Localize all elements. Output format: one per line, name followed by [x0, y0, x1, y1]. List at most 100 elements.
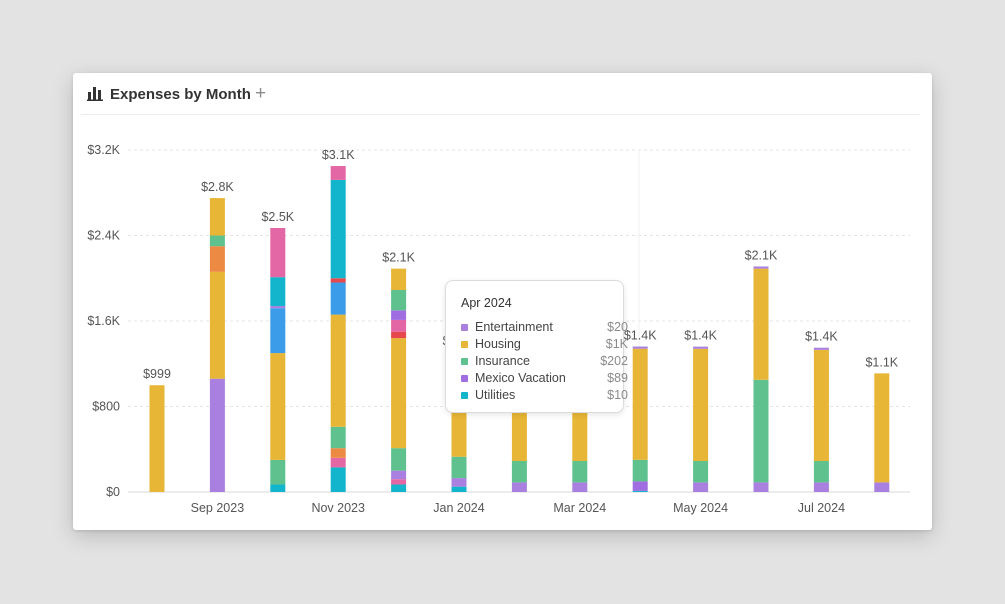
- bar-segment: [391, 290, 407, 311]
- y-tick-label: $0: [106, 485, 120, 499]
- x-tick-label: May 2024: [673, 501, 728, 515]
- tooltip-swatch: [461, 392, 468, 399]
- bar-segment: [753, 266, 769, 269]
- tooltip-swatch: [461, 324, 468, 331]
- bar-segment: [813, 482, 829, 492]
- bar-segment: [511, 461, 527, 483]
- y-tick-label: $1.6K: [87, 314, 120, 328]
- bar-segment: [874, 373, 890, 483]
- bar-total-label: $2.8K: [201, 180, 234, 194]
- bar-segment: [391, 479, 407, 485]
- bar-segment: [330, 457, 346, 468]
- bar-segment: [391, 338, 407, 449]
- bar-total-label: $1.4K: [684, 329, 717, 343]
- bar-segment: [209, 198, 225, 236]
- bar-segment: [632, 346, 648, 349]
- plus-icon[interactable]: +: [255, 83, 267, 104]
- bar-total-label: $3.1K: [322, 148, 355, 162]
- tooltip-row-housing: Housing $1K: [461, 337, 628, 353]
- tooltip-label: Mexico Vacation: [475, 371, 566, 385]
- bar-segment: [572, 482, 588, 492]
- bar-segment: [270, 459, 286, 485]
- tooltip-label: Entertainment: [475, 320, 553, 334]
- bar-segment: [270, 277, 286, 307]
- bar-segment: [270, 353, 286, 460]
- bar-total-label: $2.5K: [261, 210, 294, 224]
- x-tick-label: Nov 2023: [311, 501, 365, 515]
- tooltip-label: Housing: [475, 337, 521, 351]
- bar-segment: [813, 349, 829, 462]
- bar-total-label: $2.1K: [382, 251, 415, 265]
- bar-segment: [632, 459, 648, 482]
- bar-segment: [693, 461, 709, 483]
- bar-segment: [149, 385, 165, 492]
- bar-segment: [693, 482, 709, 492]
- bar-segment: [451, 478, 467, 487]
- bar-segment: [753, 482, 769, 492]
- bar-segment: [391, 331, 407, 339]
- bar-segment: [330, 282, 346, 315]
- bar-segment: [511, 482, 527, 492]
- tooltip-label: Utilities: [475, 388, 516, 402]
- bar-total-label: $1.4K: [805, 330, 838, 344]
- bar-segment: [391, 310, 407, 320]
- bar-segment: [391, 470, 407, 480]
- tooltip-row-insurance: Insurance $202: [461, 354, 628, 370]
- header-divider: [81, 114, 920, 115]
- y-tick-label: $3.2K: [87, 143, 120, 157]
- bar-segment: [693, 348, 709, 462]
- bar-segment: [632, 490, 648, 492]
- bar-segment: [813, 347, 829, 350]
- tooltip-row-utilities: Utilities $10: [461, 388, 628, 404]
- bar-segment: [391, 268, 407, 291]
- bar-segment: [330, 179, 346, 279]
- bar-chart-icon: [87, 87, 103, 101]
- bar-segment: [330, 426, 346, 449]
- tooltip-row-entertainment: Entertainment $20: [461, 320, 628, 336]
- tooltip-value: $20: [607, 320, 628, 334]
- bar-segment: [391, 448, 407, 471]
- bar-segment: [330, 166, 346, 180]
- tooltip-value: $1K: [605, 337, 628, 351]
- chart-tooltip: Apr 2024 Entertainment $20 Housing $1K I…: [445, 280, 628, 413]
- bar-segment: [330, 314, 346, 427]
- bar-total-label: $2.1K: [745, 248, 778, 262]
- bar-total-label: $1.1K: [865, 355, 898, 369]
- bar-segment: [270, 484, 286, 492]
- bar-segment: [632, 481, 648, 491]
- bar-segment: [813, 461, 829, 483]
- x-tick-label: Jan 2024: [433, 501, 484, 515]
- tooltip-title: Apr 2024: [461, 296, 512, 310]
- bar-segment: [451, 456, 467, 479]
- x-tick-label: Mar 2024: [553, 501, 606, 515]
- bar-segment: [391, 319, 407, 332]
- tooltip-swatch: [461, 341, 468, 348]
- bar-segment: [270, 228, 286, 278]
- bar-segment: [572, 461, 588, 483]
- tooltip-swatch: [461, 375, 468, 382]
- tooltip-row-mexico-vacation: Mexico Vacation $89: [461, 371, 628, 387]
- bar-segment: [874, 482, 890, 492]
- bar-segment: [330, 278, 346, 283]
- bar-total-label: $1.4K: [624, 329, 657, 343]
- bar-segment: [330, 448, 346, 458]
- bar-segment: [209, 246, 225, 272]
- tooltip-label: Insurance: [475, 354, 530, 368]
- bar-segment: [270, 306, 286, 309]
- bar-segment: [753, 268, 769, 380]
- bar-segment: [270, 308, 286, 354]
- bar-segment: [693, 346, 709, 349]
- chart-title: Expenses by Month: [110, 86, 251, 103]
- tooltip-value: $10: [607, 388, 628, 402]
- y-tick-label: $2.4K: [87, 229, 120, 243]
- bar-segment: [330, 467, 346, 492]
- tooltip-value: $89: [607, 371, 628, 385]
- bar-segment: [391, 484, 407, 492]
- card-header: Expenses by Month +: [73, 73, 932, 115]
- y-tick-label: $800: [92, 400, 120, 414]
- x-tick-label: Sep 2023: [191, 501, 245, 515]
- bar-segment: [451, 486, 467, 492]
- bar-segment: [209, 271, 225, 379]
- bar-segment: [209, 378, 225, 492]
- bar-segment: [632, 348, 648, 460]
